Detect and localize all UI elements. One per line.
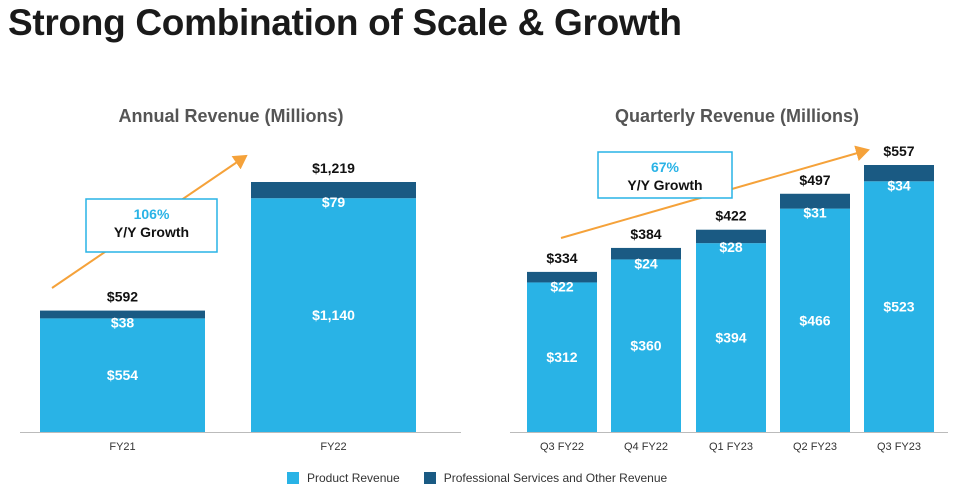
quarterly-label-services-q2-fy23: $31 [803,205,827,221]
quarterly-label-total-q1-fy23: $422 [715,208,746,224]
quarterly-bar-services-q4-fy22 [611,247,681,260]
annual-label-product-fy21: $554 [107,367,138,383]
quarterly-label-product-q1-fy23: $394 [715,330,746,346]
annual-label-services-fy21: $38 [111,314,135,330]
quarterly-bar-product-q1-fy23 [696,243,766,432]
quarterly-label-total-q3-fy22: $334 [546,250,577,266]
annual-growth-percent: 106% [134,206,170,222]
annual-label-product-fy22: $1,140 [312,307,355,323]
legend-swatch-product [287,472,299,484]
annual-category-fy21: FY21 [109,441,135,453]
annual-label-total-fy21: $592 [107,289,138,305]
quarterly-label-product-q3-fy22: $312 [546,349,577,365]
legend-swatch-services [423,472,436,484]
quarterly-bar-product-q3-fy23 [864,181,934,432]
page-title: Strong Combination of Scale & Growth [8,2,682,43]
legend-label-services: Professional Services and Other Revenue [443,471,668,485]
quarterly-label-services-q3-fy23: $34 [887,177,911,193]
quarterly-category-q2-fy23: Q2 FY23 [793,441,837,453]
annual-bar-services-fy22 [251,182,416,199]
quarterly-chart-title: Quarterly Revenue (Millions) [615,106,859,126]
quarterly-growth-label: Y/Y Growth [627,177,702,193]
annual-chart-title: Annual Revenue (Millions) [118,106,343,126]
legend-item-product: Product Revenue [287,471,400,485]
annual-label-services-fy22: $79 [322,194,346,210]
legend-label-product: Product Revenue [307,471,400,485]
quarterly-category-q3-fy23: Q3 FY23 [877,441,921,453]
legend-item-services: Professional Services and Other Revenue [423,471,668,485]
annual-bar-services-fy21 [40,310,205,319]
quarterly-bar-services-q3-fy23 [864,165,934,182]
quarterly-bar-product-q4-fy22 [611,259,681,432]
legend: Product Revenue Professional Services an… [287,471,691,485]
quarterly-label-product-q4-fy22: $360 [630,338,661,354]
quarterly-bar-services-q3-fy22 [527,271,597,283]
quarterly-label-services-q4-fy22: $24 [634,255,658,271]
quarterly-category-q1-fy23: Q1 FY23 [709,441,753,453]
quarterly-bar-product-q2-fy23 [780,208,850,432]
quarterly-label-services-q1-fy23: $28 [719,239,743,255]
annual-bar-product-fy21 [40,318,205,432]
annual-label-total-fy22: $1,219 [312,160,355,176]
quarterly-category-q3-fy22: Q3 FY22 [540,441,584,453]
annual-growth-box [85,198,218,253]
quarterly-label-total-q4-fy22: $384 [630,226,661,242]
annual-category-fy22: FY22 [320,441,346,453]
annual-growth-label: Y/Y Growth [114,224,189,240]
quarterly-label-total-q2-fy23: $497 [799,172,830,188]
quarterly-bar-services-q2-fy23 [780,193,850,209]
quarterly-bar-product-q3-fy22 [527,282,597,432]
quarterly-bar-services-q1-fy23 [696,229,766,244]
quarterly-label-product-q3-fy23: $523 [883,299,914,315]
annual-bar-product-fy22 [251,198,416,432]
quarterly-growth-box [597,151,733,199]
quarterly-label-services-q3-fy22: $22 [550,278,574,294]
quarterly-growth-percent: 67% [651,159,680,175]
quarterly-category-q4-fy22: Q4 FY22 [624,441,668,453]
quarterly-label-total-q3-fy23: $557 [883,143,914,159]
quarterly-label-product-q2-fy23: $466 [799,312,830,328]
